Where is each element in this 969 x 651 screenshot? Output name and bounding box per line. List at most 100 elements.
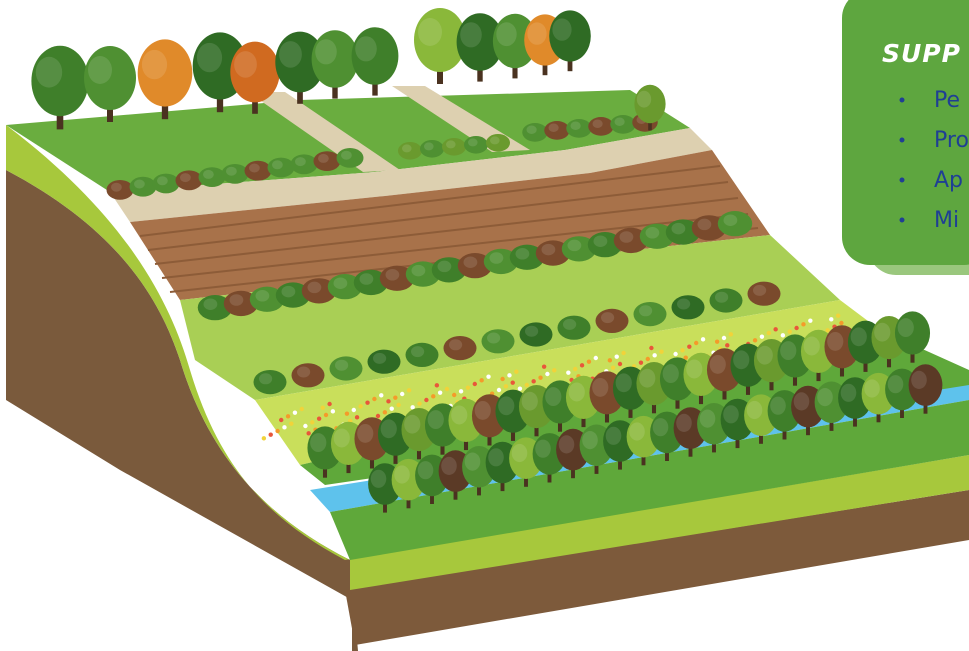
flower-icon — [358, 404, 363, 409]
river-bank — [330, 400, 969, 560]
flower-icon — [714, 339, 720, 344]
shrub-icon — [275, 282, 311, 308]
shrub-icon — [457, 253, 493, 279]
flower-icon — [375, 413, 381, 419]
flower-icon — [452, 392, 457, 398]
flower-icon — [538, 375, 543, 380]
path-horizontal — [110, 128, 712, 222]
flower-icon — [517, 386, 523, 391]
tree-icon — [894, 311, 931, 363]
tree-icon — [908, 364, 943, 414]
flower-icon — [354, 415, 360, 420]
flower-icon — [400, 391, 405, 397]
flower-icon — [330, 409, 336, 414]
flower-icon — [282, 425, 287, 430]
shrub-icon — [519, 322, 553, 347]
flower-icon — [410, 405, 415, 410]
shrub-icon — [198, 167, 226, 188]
soil-left-face — [6, 170, 358, 651]
flower-icon — [486, 374, 491, 379]
tree-icon — [414, 8, 466, 84]
flower-icon — [507, 373, 512, 378]
shrub-icon — [244, 160, 272, 181]
flower-icon — [465, 385, 471, 390]
flower-icon — [808, 318, 813, 323]
flower-icon — [275, 428, 280, 434]
shrub-icon — [557, 315, 591, 340]
flower-icon — [310, 420, 315, 425]
flower-icon — [531, 379, 536, 384]
shrub-icon — [405, 261, 441, 287]
flower-icon — [437, 390, 443, 395]
shrub-icon — [639, 223, 675, 249]
flower-icon — [825, 328, 830, 333]
tree-icon — [634, 84, 666, 131]
shrub-icon — [197, 295, 233, 321]
flower-icon — [379, 393, 384, 398]
flower-icon — [306, 431, 311, 436]
shrub-icon — [747, 281, 781, 306]
flower-icon — [573, 366, 578, 372]
shrub-icon — [329, 356, 363, 381]
shrub-icon — [561, 236, 597, 262]
tree-icon — [706, 348, 743, 400]
flower-icon — [444, 386, 450, 392]
flower-icon — [621, 350, 626, 356]
flower-icon — [458, 389, 464, 394]
flower-icon — [687, 344, 692, 349]
tree-icon — [230, 41, 280, 114]
flower-icon — [614, 354, 619, 359]
flower-icon — [406, 388, 412, 393]
shrub-icon — [613, 227, 649, 254]
flower-icon — [794, 325, 799, 331]
shrub-icon — [587, 232, 623, 258]
flower-icon — [829, 317, 834, 322]
shrub-icon — [379, 265, 415, 291]
flower-icon — [787, 329, 792, 334]
flower-icon — [566, 370, 571, 375]
flower-icon — [323, 412, 329, 418]
flower-icon — [728, 332, 734, 337]
shrub-icon — [405, 342, 439, 367]
flower-icon — [417, 401, 422, 406]
flower-icon — [382, 410, 388, 415]
flower-icon — [316, 416, 322, 421]
flower-icon — [424, 397, 429, 403]
flower-icon — [372, 396, 377, 402]
flower-icon — [593, 355, 598, 361]
shrub-icon — [464, 136, 488, 154]
shrub-icon — [610, 115, 636, 134]
tree-icon — [275, 31, 325, 104]
shrub-icon — [442, 138, 466, 156]
flower-icon — [389, 406, 394, 411]
shrub-icon — [249, 286, 285, 312]
shrub-icon — [221, 164, 249, 184]
flower-icon — [752, 338, 758, 343]
shrub-icon — [535, 240, 571, 266]
flower-icon — [649, 345, 654, 351]
flower-icon — [503, 384, 509, 389]
shrub-icon — [175, 170, 203, 191]
flower-icon — [579, 363, 585, 368]
flower-icon — [725, 343, 730, 348]
flower-icon — [514, 369, 519, 374]
shrub-icon — [327, 274, 363, 300]
flower-icon — [607, 358, 613, 363]
flower-icon — [396, 402, 401, 408]
flower-icon — [327, 401, 332, 407]
flower-icon — [659, 349, 664, 354]
flower-icon — [610, 365, 616, 370]
shrub-icon — [353, 269, 389, 296]
flower-icon — [683, 355, 688, 360]
flower-icon — [303, 423, 308, 429]
flower-icon — [673, 351, 678, 357]
flower-icon — [299, 406, 304, 412]
shrub-icon — [313, 151, 341, 172]
flower-icon — [279, 417, 284, 423]
flower-icon — [261, 436, 267, 441]
tree-icon — [137, 39, 193, 120]
flower-icon — [365, 400, 370, 405]
flower-icon — [386, 399, 391, 404]
flower-icon — [500, 376, 505, 382]
